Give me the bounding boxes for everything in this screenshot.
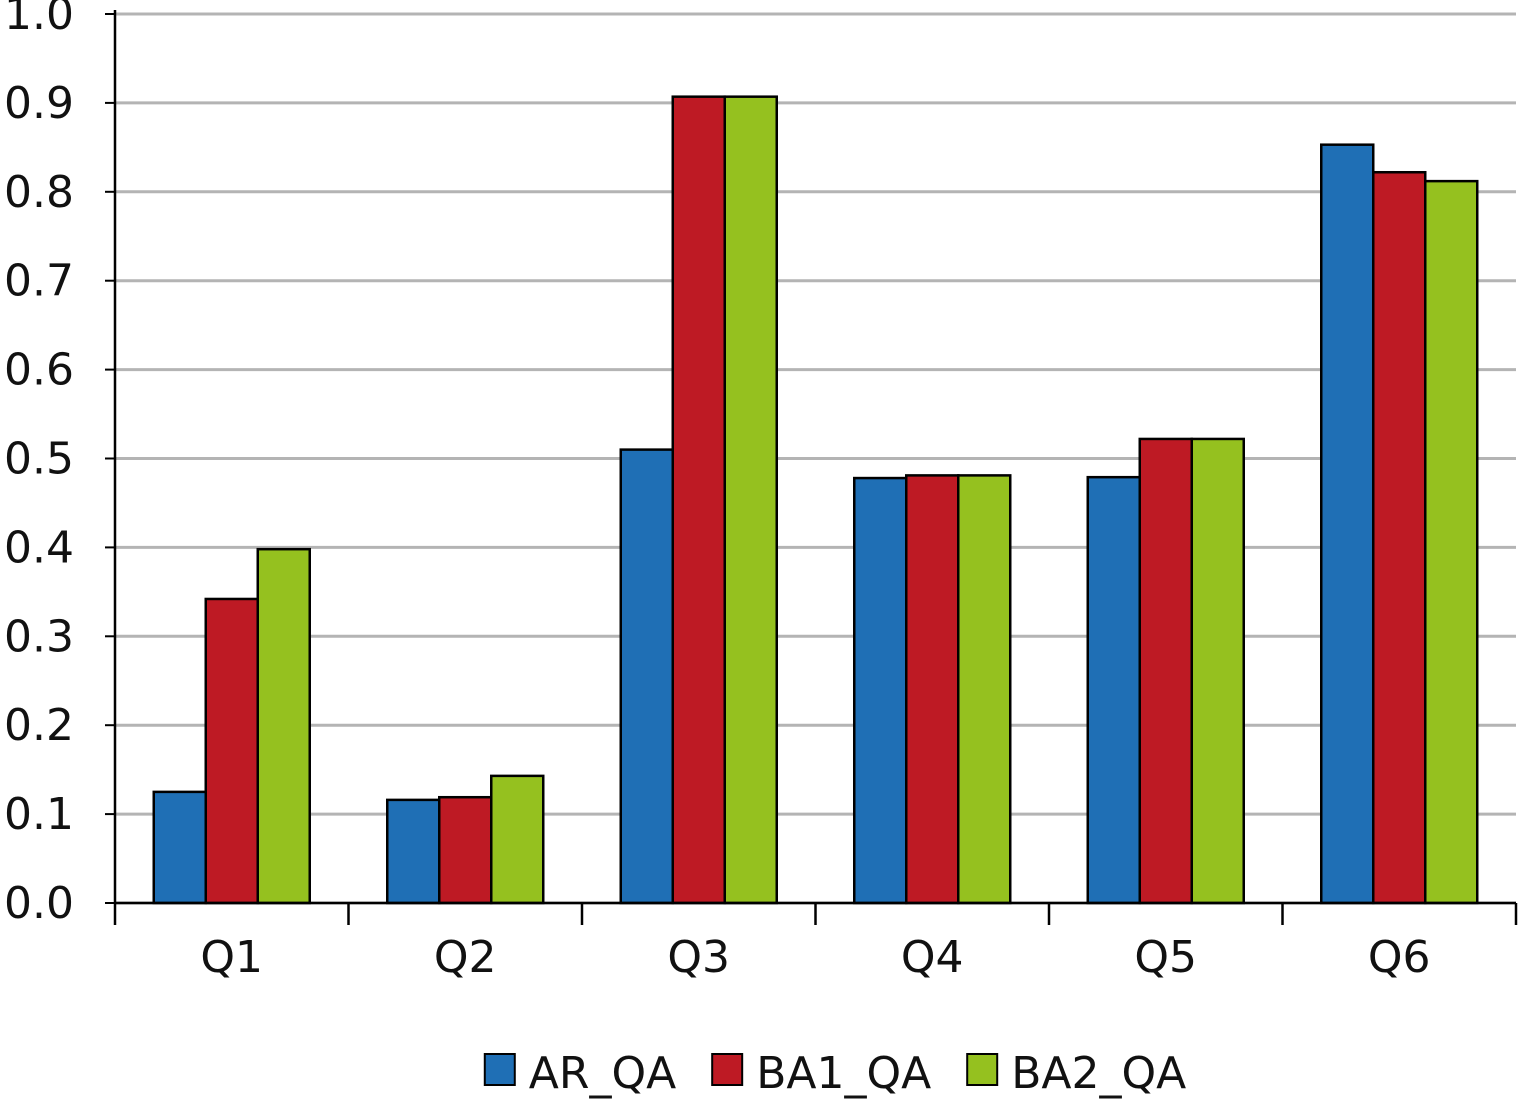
x-tick-label: Q3 bbox=[667, 932, 730, 983]
y-tick-label: 1.0 bbox=[4, 0, 74, 40]
y-tick-label: 0.8 bbox=[4, 167, 74, 218]
legend-label: BA2_QA bbox=[1011, 1048, 1186, 1099]
bar bbox=[853, 476, 908, 905]
bar bbox=[1190, 437, 1245, 905]
bar bbox=[386, 798, 441, 905]
bar bbox=[438, 795, 493, 905]
x-tick-label: Q4 bbox=[901, 932, 964, 983]
y-tick-label: 0.1 bbox=[4, 789, 74, 840]
y-tick-label: 0.6 bbox=[4, 345, 74, 396]
x-tick-label: Q2 bbox=[434, 932, 497, 983]
y-tick-label: 0.3 bbox=[4, 611, 74, 662]
legend-swatch bbox=[711, 1053, 744, 1086]
y-tick-label: 0.0 bbox=[4, 878, 74, 929]
legend-label: AR_QA bbox=[529, 1048, 676, 1099]
bar bbox=[1320, 143, 1375, 905]
y-tick-label: 0.5 bbox=[4, 434, 74, 485]
legend-swatch bbox=[483, 1053, 516, 1086]
legend-swatch bbox=[966, 1053, 999, 1086]
y-tick-label: 0.7 bbox=[4, 256, 74, 307]
bar bbox=[905, 474, 960, 905]
y-tick-label: 0.4 bbox=[4, 522, 74, 573]
y-tick-label: 0.9 bbox=[4, 78, 74, 129]
bar bbox=[152, 790, 207, 905]
bar bbox=[1138, 437, 1193, 905]
y-tick-label: 0.2 bbox=[4, 700, 74, 751]
bar bbox=[490, 774, 545, 905]
bar bbox=[1086, 475, 1141, 905]
bar bbox=[1372, 170, 1427, 905]
x-tick-label: Q5 bbox=[1134, 932, 1197, 983]
legend-label: BA1_QA bbox=[756, 1048, 931, 1099]
bar bbox=[619, 448, 674, 905]
x-tick-label: Q1 bbox=[200, 932, 263, 983]
bar bbox=[671, 95, 726, 905]
bar bbox=[1424, 179, 1479, 905]
bar bbox=[256, 547, 311, 905]
bar bbox=[723, 95, 778, 905]
bar bbox=[957, 474, 1012, 905]
bar bbox=[204, 597, 259, 905]
x-tick-label: Q6 bbox=[1368, 932, 1431, 983]
